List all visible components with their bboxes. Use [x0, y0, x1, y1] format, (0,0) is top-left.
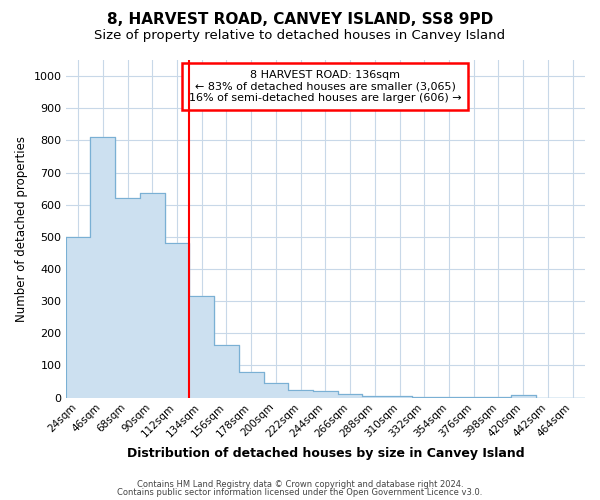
X-axis label: Distribution of detached houses by size in Canvey Island: Distribution of detached houses by size … — [127, 447, 524, 460]
Text: Contains public sector information licensed under the Open Government Licence v3: Contains public sector information licen… — [118, 488, 482, 497]
Text: 8 HARVEST ROAD: 136sqm
← 83% of detached houses are smaller (3,065)
16% of semi-: 8 HARVEST ROAD: 136sqm ← 83% of detached… — [189, 70, 461, 103]
Text: Size of property relative to detached houses in Canvey Island: Size of property relative to detached ho… — [94, 29, 506, 42]
Text: Contains HM Land Registry data © Crown copyright and database right 2024.: Contains HM Land Registry data © Crown c… — [137, 480, 463, 489]
Y-axis label: Number of detached properties: Number of detached properties — [15, 136, 28, 322]
Polygon shape — [66, 137, 585, 398]
Text: 8, HARVEST ROAD, CANVEY ISLAND, SS8 9PD: 8, HARVEST ROAD, CANVEY ISLAND, SS8 9PD — [107, 12, 493, 28]
